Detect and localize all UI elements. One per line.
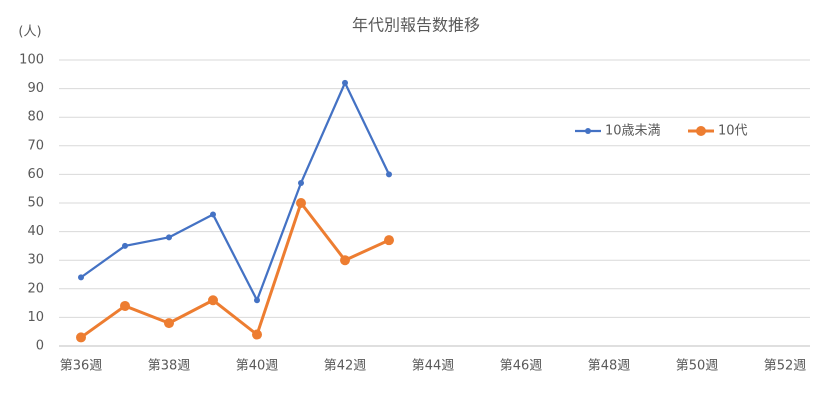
y-tick-label: 80 — [27, 110, 44, 125]
legend-label: 10歳未満 — [605, 124, 661, 139]
data-point — [298, 179, 304, 186]
y-tick-label: 10 — [27, 310, 44, 325]
y-tick-label: 0 — [36, 339, 44, 354]
x-tick-label: 第48週 — [588, 359, 631, 374]
y-tick-label: 90 — [27, 81, 44, 96]
x-tick-label: 第46週 — [500, 359, 543, 374]
data-point — [342, 79, 348, 86]
x-tick-label: 第52週 — [764, 359, 807, 374]
data-point — [76, 332, 86, 343]
data-point — [254, 297, 260, 304]
x-tick-label: 第44週 — [412, 359, 455, 374]
y-tick-label: 50 — [27, 196, 44, 211]
chart-title: 年代別報告数推移 — [352, 16, 480, 35]
data-point — [252, 329, 262, 340]
data-point — [208, 295, 218, 306]
legend-label: 10代 — [718, 124, 748, 139]
data-point — [386, 171, 392, 178]
legend-marker — [696, 126, 706, 136]
series-line — [80, 201, 390, 339]
legend-marker — [585, 128, 591, 134]
x-tick-label: 第40週 — [236, 359, 279, 374]
data-point — [120, 300, 130, 311]
data-point — [296, 198, 306, 208]
data-point — [122, 242, 128, 249]
y-tick-label: 40 — [27, 224, 44, 239]
y-tick-label: 100 — [19, 53, 44, 68]
x-tick-label: 第50週 — [676, 359, 719, 374]
x-tick-label: 第38週 — [148, 359, 191, 374]
data-point — [78, 274, 84, 281]
x-tick-label: 第42週 — [324, 359, 367, 374]
y-tick-label: 60 — [27, 167, 44, 182]
data-point — [164, 318, 174, 329]
series-line — [80, 81, 391, 302]
y-tick-label: 20 — [27, 281, 44, 296]
y-axis-label: (人) — [18, 25, 41, 40]
data-point — [166, 234, 172, 241]
y-tick-label: 30 — [27, 253, 44, 268]
y-tick-label: 70 — [27, 138, 44, 153]
data-point — [384, 235, 394, 246]
x-tick-label: 第36週 — [60, 359, 103, 374]
data-point — [210, 211, 216, 218]
data-point — [340, 255, 350, 266]
